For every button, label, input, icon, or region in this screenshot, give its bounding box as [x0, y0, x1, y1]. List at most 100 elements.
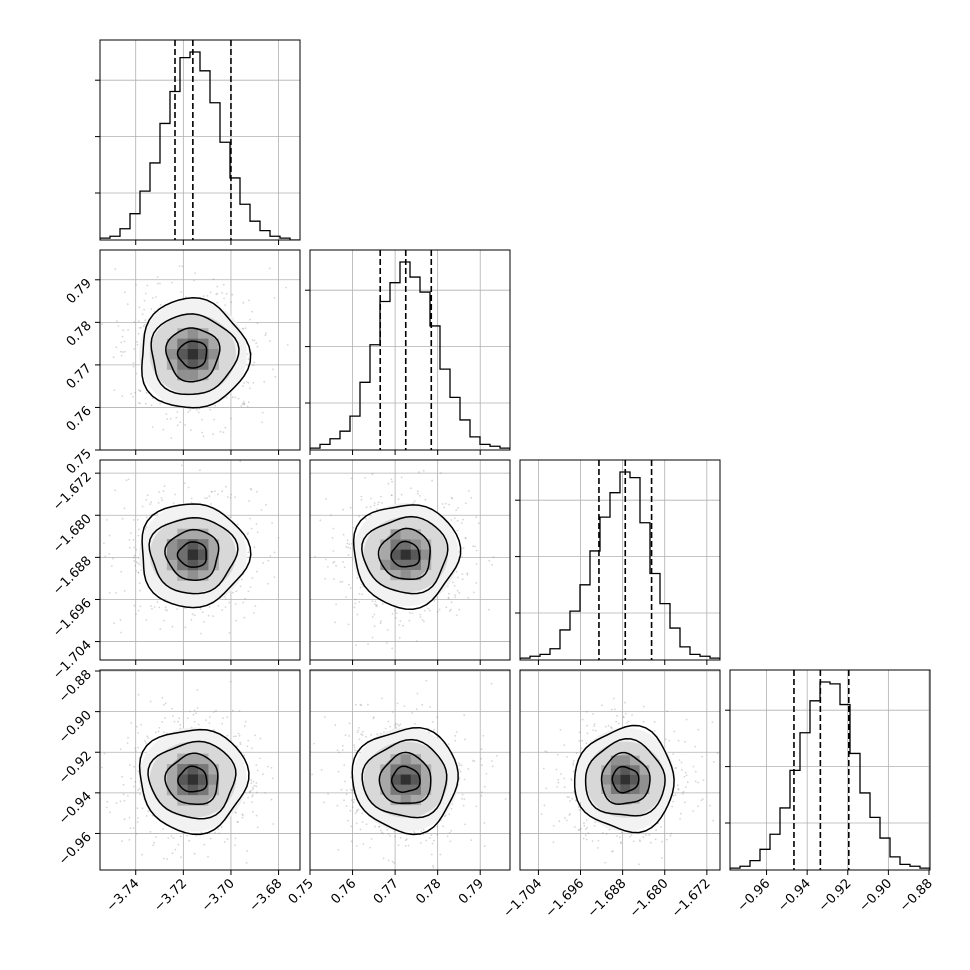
- sample-point: [136, 807, 139, 810]
- sample-point: [442, 825, 445, 828]
- sample-point: [133, 556, 135, 559]
- sample-point: [350, 825, 353, 828]
- sample-point: [571, 797, 574, 800]
- sample-point: [172, 219, 174, 221]
- sample-point: [159, 628, 162, 630]
- sample-point: [410, 487, 412, 490]
- sample-point: [490, 682, 493, 685]
- sample-point: [672, 800, 674, 803]
- density-cell: [601, 765, 611, 775]
- sample-point: [187, 452, 189, 454]
- sample-point: [253, 339, 256, 342]
- sample-point: [630, 834, 633, 836]
- sample-point: [475, 563, 478, 565]
- sample-point: [174, 493, 176, 496]
- sample-point: [234, 396, 237, 399]
- sample-point: [424, 498, 427, 501]
- density-cell: [208, 559, 219, 571]
- sample-point: [334, 621, 336, 624]
- sample-point: [183, 482, 186, 485]
- sample-point: [231, 591, 234, 594]
- sample-point: [109, 811, 111, 814]
- sample-point: [135, 561, 138, 563]
- sample-point: [343, 799, 345, 802]
- sample-point: [414, 723, 416, 725]
- sample-point: [226, 496, 229, 498]
- sample-point: [197, 411, 200, 414]
- density-cell: [187, 328, 199, 339]
- density-cell: [208, 764, 219, 775]
- sample-point: [441, 503, 444, 505]
- sample-point: [123, 291, 126, 294]
- sample-point: [358, 593, 361, 595]
- sample-point: [358, 601, 361, 603]
- sample-point: [601, 704, 603, 707]
- sample-point: [408, 619, 411, 622]
- sample-point: [206, 295, 209, 297]
- sample-point: [127, 478, 130, 481]
- sample-point: [179, 421, 182, 424]
- sample-point: [361, 812, 364, 815]
- sample-point: [555, 768, 558, 771]
- sample-point: [677, 788, 680, 791]
- sample-point: [135, 725, 138, 728]
- sample-point: [620, 841, 622, 844]
- sample-point: [632, 840, 635, 843]
- density-cell: [390, 570, 401, 581]
- sample-point: [433, 728, 436, 731]
- x-tick-label: −0.88: [897, 876, 936, 915]
- sample-point: [439, 853, 442, 856]
- density-cell: [390, 794, 401, 806]
- sample-point: [214, 404, 217, 407]
- sample-point: [367, 703, 369, 706]
- sample-point: [400, 476, 403, 479]
- sample-point: [475, 805, 478, 808]
- sample-point: [370, 497, 372, 500]
- sample-point: [151, 397, 154, 400]
- sample-point: [162, 428, 165, 431]
- sample-point: [459, 770, 462, 773]
- sample-point: [357, 729, 360, 732]
- density-cell: [208, 549, 219, 560]
- sample-point: [172, 502, 175, 504]
- sample-point: [165, 413, 168, 415]
- sample-point: [212, 615, 214, 617]
- panel-frame: [99, 39, 301, 241]
- y-tick-label: −1.696: [50, 596, 95, 641]
- x-tick-label: 0.79: [456, 876, 487, 907]
- sample-point: [356, 810, 358, 813]
- density-cell: [187, 549, 199, 560]
- sample-point: [171, 281, 173, 284]
- sample-point: [669, 834, 672, 837]
- sample-point: [122, 793, 125, 796]
- sample-point: [243, 400, 246, 403]
- sample-point: [204, 497, 206, 499]
- density-cell: [198, 774, 209, 785]
- sample-point: [143, 323, 146, 326]
- sample-point: [394, 724, 397, 727]
- density-cell: [187, 338, 199, 350]
- x-tick-label: −0.92: [816, 876, 855, 915]
- density-cell: [187, 539, 199, 550]
- sample-point: [681, 792, 684, 795]
- sample-point: [373, 504, 376, 507]
- sample-point: [456, 614, 458, 616]
- density-cell: [400, 764, 411, 775]
- sample-point: [431, 720, 434, 723]
- sample-point: [375, 605, 377, 607]
- sample-point: [157, 730, 160, 733]
- sample-point: [453, 517, 456, 520]
- sample-point: [557, 778, 559, 781]
- sample-point: [345, 793, 348, 796]
- density-panel: [100, 452, 300, 667]
- sample-point: [404, 845, 407, 847]
- sample-point: [252, 786, 254, 789]
- sample-point: [389, 835, 391, 837]
- density-cell: [166, 764, 178, 775]
- sample-point: [101, 766, 103, 769]
- sample-point: [139, 665, 141, 667]
- sample-point: [429, 706, 431, 708]
- sample-point: [347, 546, 349, 549]
- sample-point: [144, 319, 147, 322]
- sample-point: [674, 767, 677, 770]
